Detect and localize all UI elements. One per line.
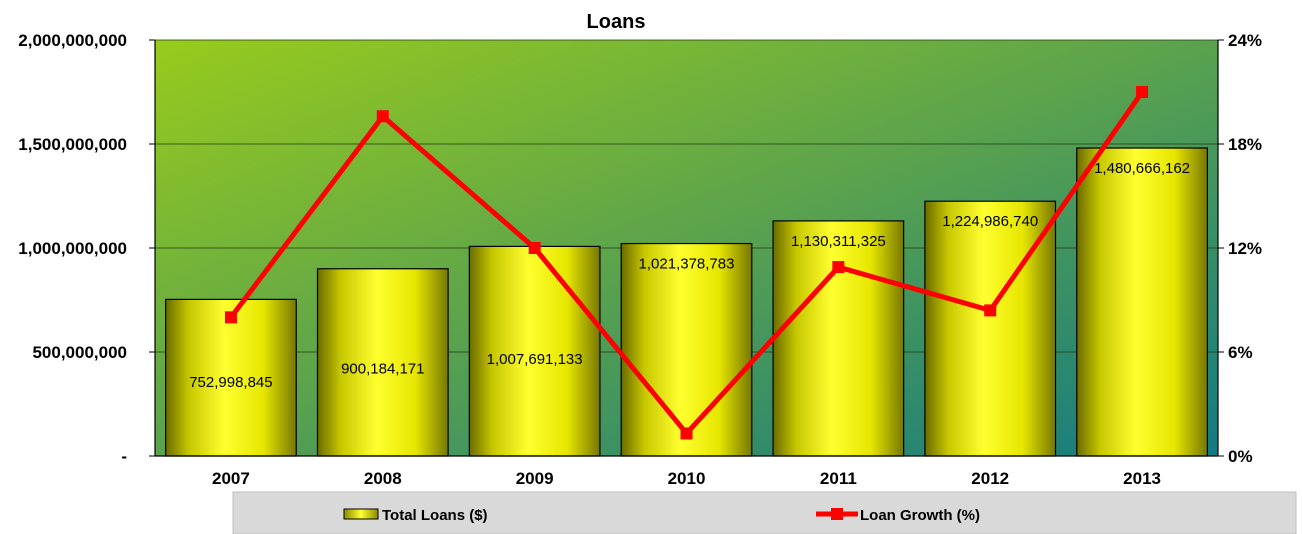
x-tick-label: 2009 [516, 469, 554, 488]
legend-label-loan-growth: Loan Growth (%) [860, 507, 980, 524]
y-left-tick-label: 500,000,000 [32, 343, 127, 362]
bar-data-label: 900,184,171 [341, 361, 424, 378]
y-left-tick-label: - [121, 447, 127, 466]
loan-growth-marker [376, 110, 389, 123]
bar [1076, 147, 1208, 457]
legend-swatch-bar [343, 508, 379, 520]
y-left-tick-label: 2,000,000,000 [18, 31, 127, 50]
bar [468, 245, 601, 457]
bar-series [165, 147, 1208, 457]
bar [316, 268, 449, 457]
y-right-tick-label: 0% [1228, 447, 1253, 466]
loan-growth-marker [680, 427, 693, 440]
y-axis-left-ticks: - 500,000,000 1,000,000,000 1,500,000,000 2,… [18, 31, 155, 466]
legend-swatch-marker [831, 508, 843, 520]
loan-growth-marker [832, 261, 845, 274]
y-right-tick-label: 6% [1228, 343, 1253, 362]
chart-title: Loans [587, 11, 646, 33]
y-left-tick-label: 1,500,000,000 [18, 135, 127, 154]
y-right-tick-label: 24% [1228, 31, 1262, 50]
bar-data-label: 1,007,691,133 [487, 351, 583, 368]
legend-label-total-loans: Total Loans ($) [382, 507, 488, 524]
bar-data-label: 1,130,311,325 [791, 233, 886, 250]
bar [620, 242, 753, 457]
y-left-tick-label: 1,000,000,000 [18, 239, 127, 258]
x-tick-label: 2007 [212, 469, 250, 488]
legend: Total Loans ($) Loan Growth (%) [232, 491, 1297, 534]
bar-data-label: 1,224,986,740 [942, 213, 1038, 230]
x-tick-label: 2010 [668, 469, 706, 488]
y-axis-right-ticks: 0% 6% 12% 18% 24% [1218, 31, 1262, 466]
bar-data-label: 1,480,666,162 [1094, 160, 1190, 177]
x-tick-label: 2012 [971, 469, 1009, 488]
bar-data-labels: 752,998,845 900,184,171 1,007,691,133 1,021… [189, 160, 1190, 391]
x-tick-label: 2013 [1123, 469, 1161, 488]
loan-growth-marker [224, 311, 237, 324]
bar [924, 200, 1057, 457]
y-right-tick-label: 18% [1228, 135, 1262, 154]
x-tick-label: 2008 [364, 469, 402, 488]
x-axis-ticks: 2007 2008 2009 2010 2011 2012 2013 [212, 469, 1161, 488]
bar-data-label: 752,998,845 [189, 374, 272, 391]
loan-growth-marker [528, 242, 541, 254]
loan-growth-marker [984, 304, 997, 317]
x-tick-label: 2011 [820, 469, 857, 488]
y-right-tick-label: 12% [1228, 239, 1262, 258]
legend-box [232, 491, 1297, 534]
line-series [224, 86, 1149, 440]
bar-data-label: 1,021,378,783 [639, 256, 735, 273]
loan-growth-marker [1136, 86, 1149, 98]
bar [772, 220, 905, 457]
